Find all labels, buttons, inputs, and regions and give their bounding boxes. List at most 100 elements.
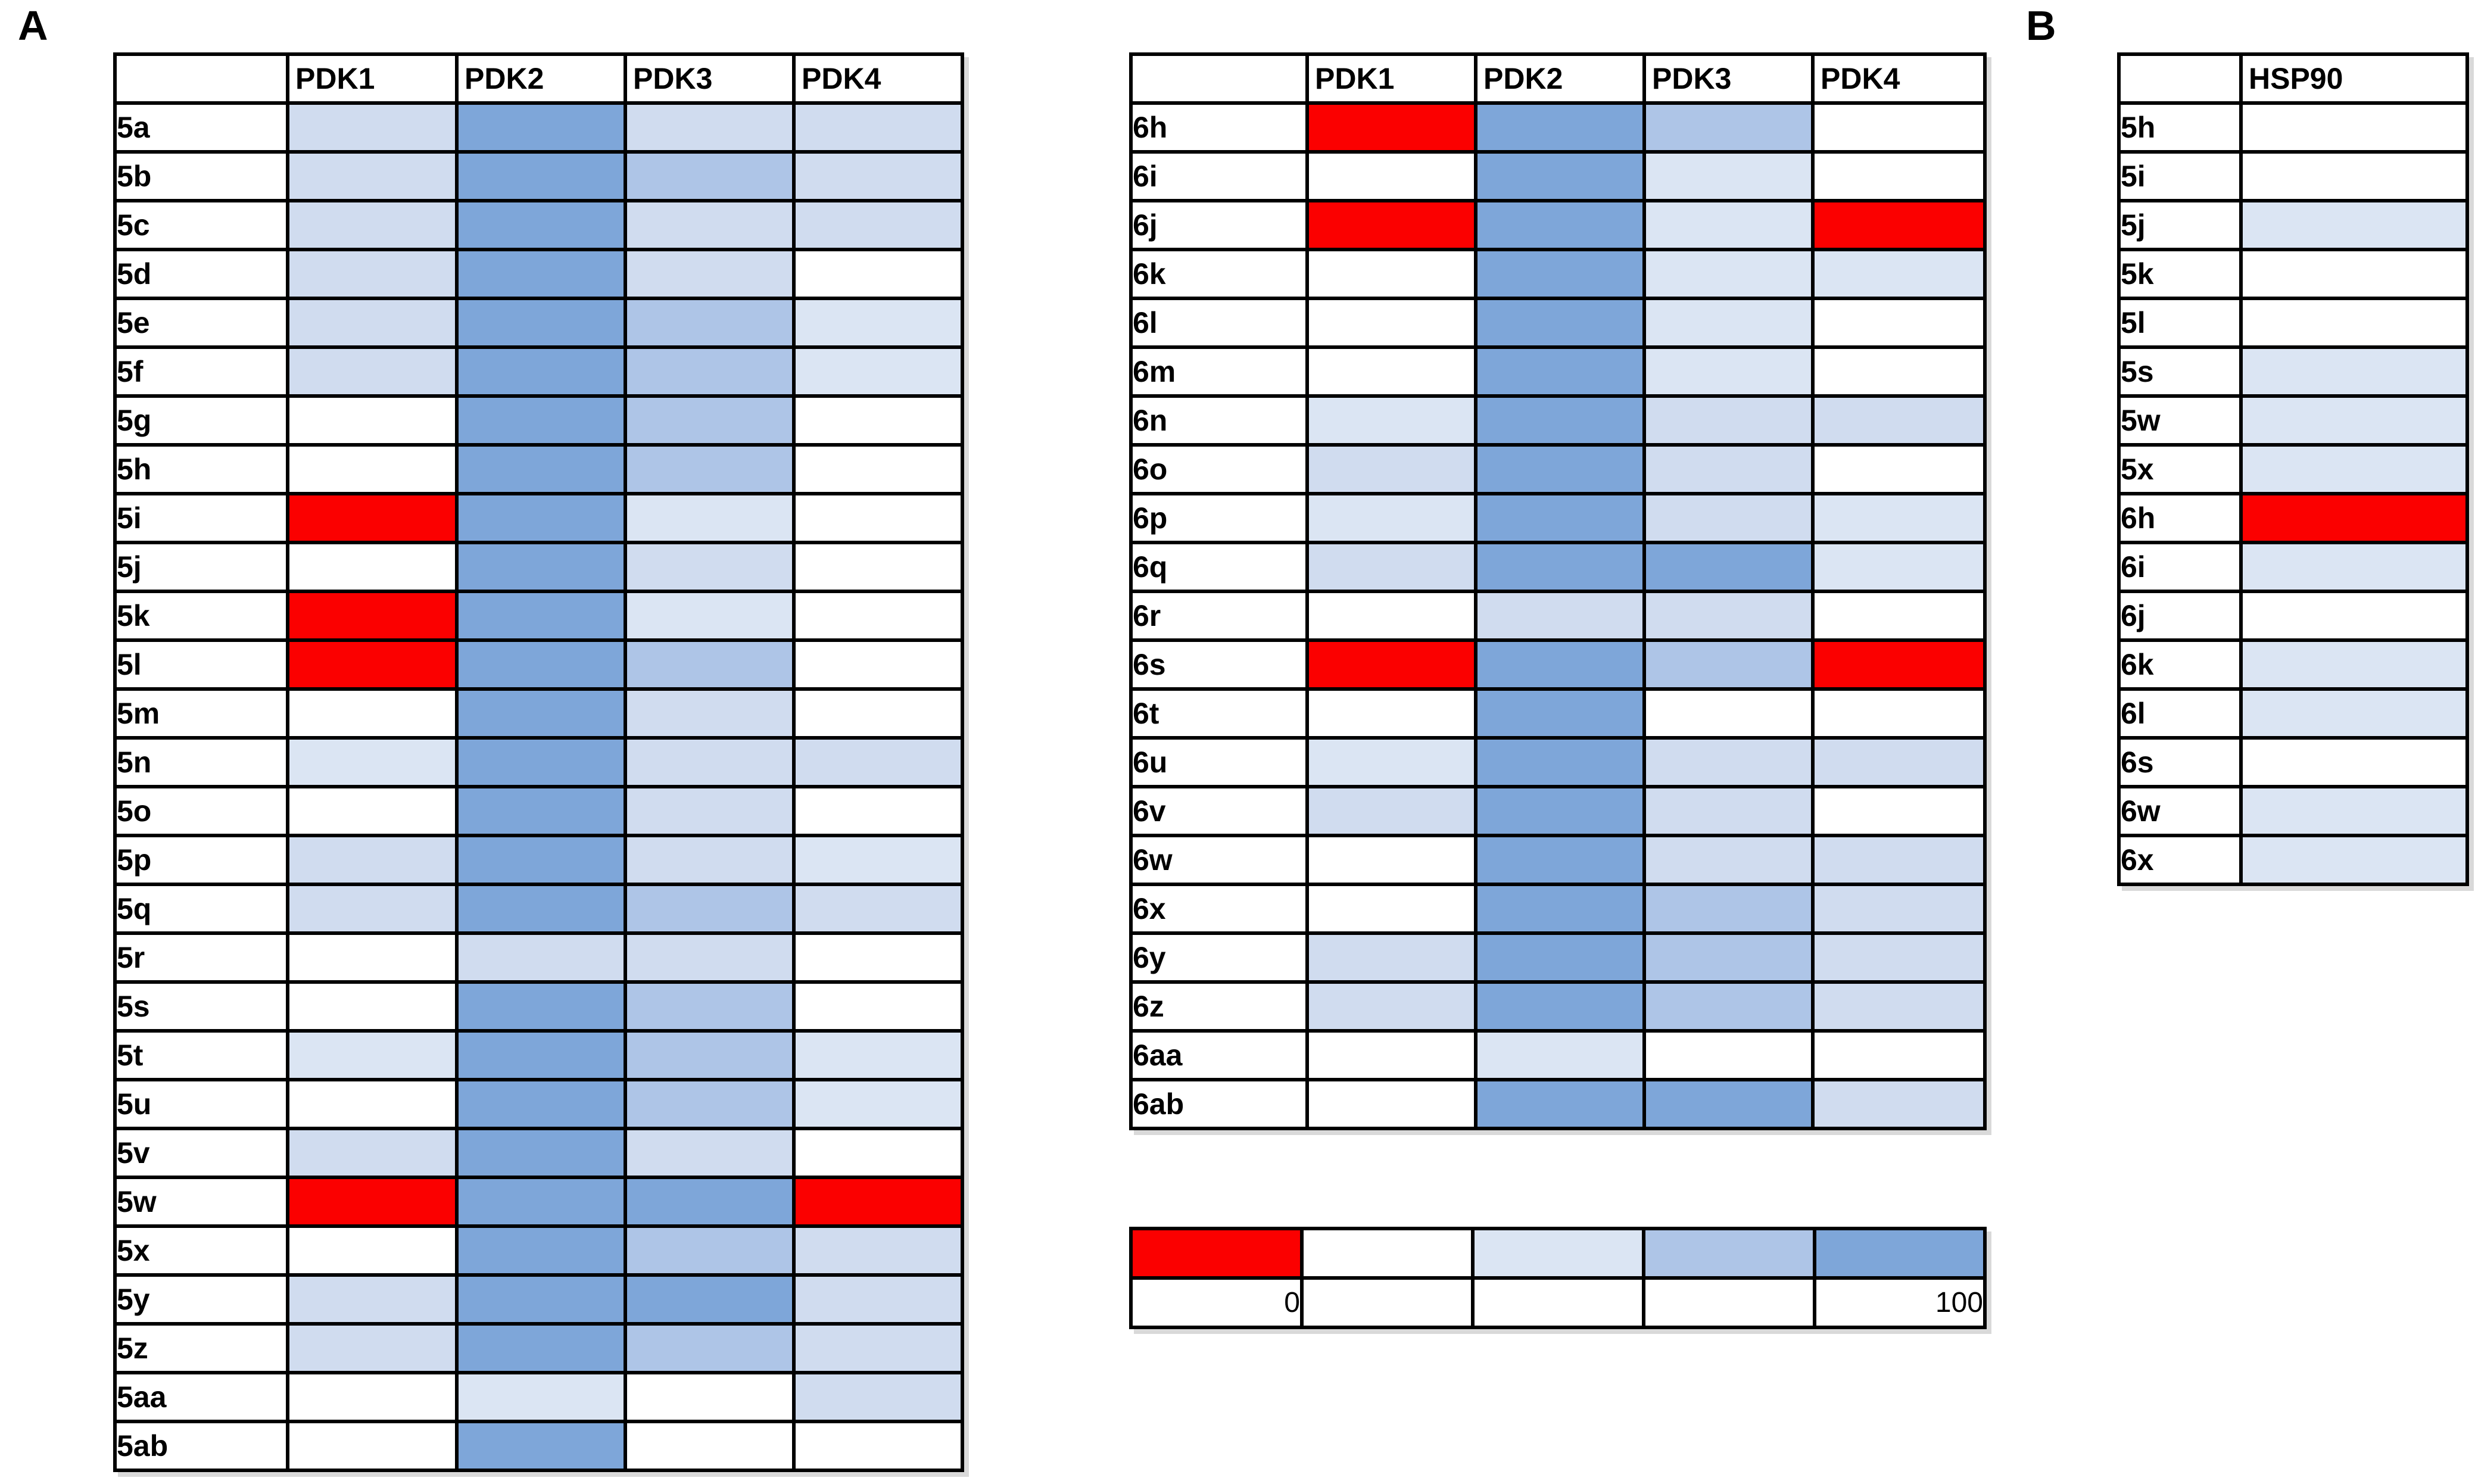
- cell-6p-pdk1: [1305, 492, 1477, 544]
- cell-5j-pdk4: [792, 541, 964, 593]
- cell-6i-pdk3: [1642, 150, 1815, 202]
- row-label-5j: 5j: [113, 541, 289, 593]
- cell-5ab-pdk4: [792, 1420, 964, 1472]
- cell-6l-pdk4: [1811, 297, 1987, 349]
- cell-5p-pdk2: [455, 834, 627, 886]
- cell-6j-pdk1: [1305, 199, 1477, 251]
- cell-5x-pdk2: [455, 1224, 627, 1277]
- legend-swatch-5: [1813, 1227, 1987, 1280]
- legend-spacer-3: [1642, 1276, 1816, 1329]
- cell-5l-pdk1: [286, 638, 459, 691]
- cell-5o-pdk4: [792, 785, 964, 837]
- cell-5t-pdk1: [286, 1029, 459, 1081]
- corner-cell: [113, 52, 289, 105]
- cell-6l-pdk1: [1305, 297, 1477, 349]
- cell-6j-pdk3: [1642, 199, 1815, 251]
- cell-5s-pdk1: [286, 980, 459, 1033]
- cell-5aa-pdk1: [286, 1371, 459, 1423]
- column-header-pdk2: PDK2: [455, 52, 627, 105]
- row-label-6j: 6j: [1129, 199, 1309, 251]
- cell-6j-hsp90: [2239, 590, 2469, 642]
- row-label-6h: 6h: [2117, 492, 2243, 544]
- cell-5j-pdk3: [624, 541, 796, 593]
- cell-5t-pdk4: [792, 1029, 964, 1081]
- row-label-5y: 5y: [113, 1273, 289, 1326]
- column-header-pdk3: PDK3: [1642, 52, 1815, 105]
- cell-5m-pdk2: [455, 687, 627, 740]
- cell-5g-pdk1: [286, 394, 459, 447]
- cell-5p-pdk1: [286, 834, 459, 886]
- column-header-pdk3: PDK3: [624, 52, 796, 105]
- cell-5n-pdk1: [286, 736, 459, 788]
- cell-5u-pdk4: [792, 1078, 964, 1130]
- row-label-5w: 5w: [113, 1176, 289, 1228]
- cell-6i-pdk4: [1811, 150, 1987, 202]
- cell-6z-pdk4: [1811, 980, 1987, 1033]
- cell-6s-pdk1: [1305, 638, 1477, 691]
- cell-5ab-pdk1: [286, 1420, 459, 1472]
- cell-6v-pdk4: [1811, 785, 1987, 837]
- row-label-6k: 6k: [2117, 638, 2243, 691]
- row-label-5i: 5i: [113, 492, 289, 544]
- cell-5s-pdk4: [792, 980, 964, 1033]
- cell-6h-hsp90: [2239, 492, 2469, 544]
- cell-5a-pdk2: [455, 101, 627, 154]
- cell-5h-pdk3: [624, 443, 796, 495]
- cell-6j-pdk4: [1811, 199, 1987, 251]
- cell-5i-pdk3: [624, 492, 796, 544]
- cell-5b-pdk1: [286, 150, 459, 202]
- cell-5q-pdk2: [455, 883, 627, 935]
- cell-5ab-pdk2: [455, 1420, 627, 1472]
- cell-6z-pdk2: [1474, 980, 1646, 1033]
- cell-5g-pdk2: [455, 394, 627, 447]
- cell-5w-hsp90: [2239, 394, 2469, 447]
- cell-5s-pdk3: [624, 980, 796, 1033]
- panel-b-label: B: [2026, 2, 2056, 49]
- cell-5z-pdk3: [624, 1322, 796, 1374]
- cell-5f-pdk4: [792, 345, 964, 398]
- cell-5u-pdk2: [455, 1078, 627, 1130]
- cell-5e-pdk4: [792, 297, 964, 349]
- cell-5l-hsp90: [2239, 297, 2469, 349]
- row-label-6aa: 6aa: [1129, 1029, 1309, 1081]
- cell-6y-pdk2: [1474, 931, 1646, 984]
- cell-5h-pdk4: [792, 443, 964, 495]
- cell-5y-pdk4: [792, 1273, 964, 1326]
- panel-a-label: A: [18, 2, 48, 49]
- cell-5i-pdk4: [792, 492, 964, 544]
- cell-6m-pdk2: [1474, 345, 1646, 398]
- cell-5s-hsp90: [2239, 345, 2469, 398]
- cell-5u-pdk3: [624, 1078, 796, 1130]
- row-label-6o: 6o: [1129, 443, 1309, 495]
- cell-5o-pdk3: [624, 785, 796, 837]
- cell-5v-pdk3: [624, 1127, 796, 1179]
- cell-5q-pdk1: [286, 883, 459, 935]
- cell-6aa-pdk3: [1642, 1029, 1815, 1081]
- cell-6k-hsp90: [2239, 638, 2469, 691]
- row-label-5w: 5w: [2117, 394, 2243, 447]
- cell-5c-pdk2: [455, 199, 627, 251]
- row-label-5x: 5x: [113, 1224, 289, 1277]
- cell-6i-pdk1: [1305, 150, 1477, 202]
- cell-6p-pdk4: [1811, 492, 1987, 544]
- row-label-6y: 6y: [1129, 931, 1309, 984]
- cell-6t-pdk2: [1474, 687, 1646, 740]
- cell-6w-pdk1: [1305, 834, 1477, 886]
- cell-5x-hsp90: [2239, 443, 2469, 495]
- cell-6q-pdk3: [1642, 541, 1815, 593]
- column-header-pdk2: PDK2: [1474, 52, 1646, 105]
- cell-6j-pdk2: [1474, 199, 1646, 251]
- cell-6o-pdk4: [1811, 443, 1987, 495]
- row-label-6i: 6i: [1129, 150, 1309, 202]
- cell-5t-pdk2: [455, 1029, 627, 1081]
- cell-5r-pdk4: [792, 931, 964, 984]
- legend-swatch-4: [1642, 1227, 1816, 1280]
- cell-5a-pdk3: [624, 101, 796, 154]
- row-label-5h: 5h: [2117, 101, 2243, 154]
- cell-6r-pdk4: [1811, 590, 1987, 642]
- row-label-6x: 6x: [2117, 834, 2243, 886]
- cell-5v-pdk4: [792, 1127, 964, 1179]
- cell-6s-pdk3: [1642, 638, 1815, 691]
- cell-6p-pdk3: [1642, 492, 1815, 544]
- cell-5aa-pdk3: [624, 1371, 796, 1423]
